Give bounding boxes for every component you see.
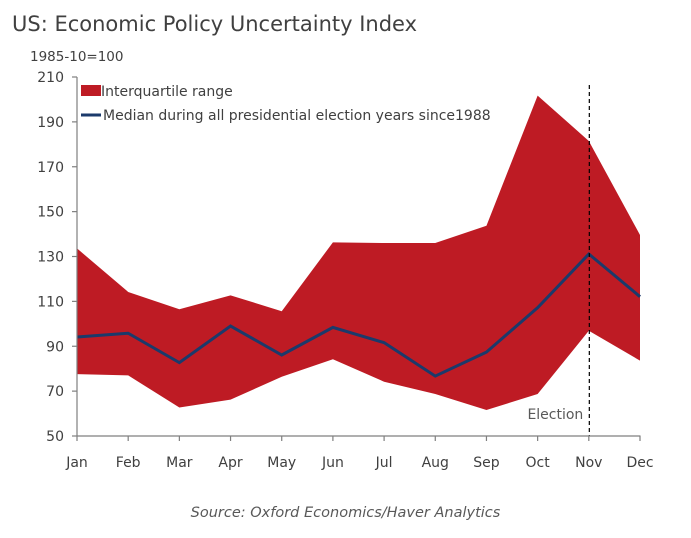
y-tick-label-190: 190	[37, 115, 64, 131]
legend-swatch-interquartile	[81, 85, 101, 96]
election-label: Election	[527, 407, 583, 423]
x-tick-label-jan: Jan	[65, 455, 88, 471]
chart-source: Source: Oxford Economics/Haver Analytics	[190, 505, 501, 521]
y-tick-label-150: 150	[37, 205, 64, 221]
y-tick-label-210: 210	[37, 70, 64, 86]
x-tick-label-sep: Sep	[473, 455, 500, 471]
y-tick-label-130: 130	[37, 250, 64, 266]
legend-label-median: Median during all presidential election …	[103, 108, 491, 124]
axes: 50 70 90 110 130 150 170 190 210 Jan Feb Mar Apr May J…	[37, 70, 653, 471]
x-tick-label-jun: Jun	[321, 455, 344, 471]
legend: Interquartile range Median during all pre…	[81, 84, 491, 124]
x-tick-label-dec: Dec	[626, 455, 653, 471]
median-line	[76, 251, 641, 378]
x-tick-label-feb: Feb	[116, 455, 141, 471]
x-tick-label-oct: Oct	[526, 455, 551, 471]
x-tick-label-nov: Nov	[575, 455, 602, 471]
chart-subtitle: 1985-10=100	[30, 49, 124, 65]
y-tick-label-50: 50	[46, 429, 64, 445]
x-tick-label-may: May	[267, 455, 296, 471]
y-tick-label-110: 110	[37, 294, 64, 310]
x-tick-label-aug: Aug	[422, 455, 449, 471]
interquartile-band	[77, 95, 640, 410]
y-tick-label-70: 70	[46, 384, 64, 400]
x-tick-label-apr: Apr	[218, 455, 242, 471]
annotation-layer: Election	[527, 85, 590, 436]
y-tick-label-90: 90	[46, 339, 64, 355]
chart-title: US: Economic Policy Uncertainty Index	[12, 12, 418, 36]
legend-label-interquartile: Interquartile range	[101, 84, 233, 100]
x-tick-label-mar: Mar	[166, 455, 193, 471]
x-tick-label-jul: Jul	[375, 455, 393, 471]
band-layer	[77, 95, 640, 410]
y-tick-label-170: 170	[37, 160, 64, 176]
